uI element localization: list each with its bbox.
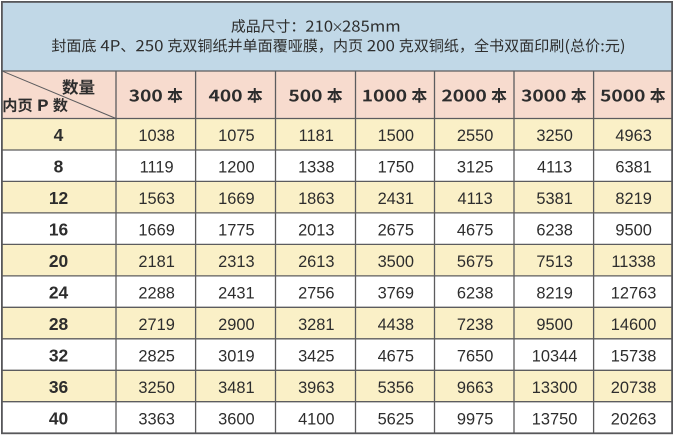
svg-text:1669: 1669	[218, 190, 254, 208]
svg-text:8219: 8219	[536, 284, 572, 302]
svg-text:1669: 1669	[138, 222, 174, 240]
svg-text:12763: 12763	[611, 284, 657, 302]
svg-text:1181: 1181	[299, 127, 334, 145]
svg-text:4963: 4963	[615, 127, 651, 145]
svg-text:7650: 7650	[457, 347, 493, 365]
svg-text:2431: 2431	[218, 284, 254, 302]
svg-text:3019: 3019	[218, 347, 254, 365]
svg-text:2613: 2613	[298, 253, 334, 271]
svg-text:4675: 4675	[378, 347, 414, 365]
svg-text:4438: 4438	[378, 316, 414, 334]
svg-text:1038: 1038	[138, 127, 174, 145]
svg-text:1338: 1338	[298, 159, 334, 177]
svg-text:2550: 2550	[457, 127, 493, 145]
svg-text:10344: 10344	[532, 347, 578, 365]
svg-text:9500: 9500	[536, 316, 572, 334]
svg-text:8219: 8219	[615, 190, 651, 208]
svg-text:9663: 9663	[457, 379, 493, 397]
svg-text:1075: 1075	[218, 127, 254, 145]
svg-text:40: 40	[49, 408, 68, 428]
svg-text:1750: 1750	[378, 159, 414, 177]
svg-text:5381: 5381	[536, 190, 572, 208]
svg-text:1200: 1200	[218, 159, 254, 177]
svg-text:4113: 4113	[457, 190, 492, 208]
svg-text:14600: 14600	[611, 316, 657, 334]
svg-text:7238: 7238	[457, 316, 493, 334]
svg-text:4113: 4113	[537, 159, 572, 177]
svg-text:7513: 7513	[536, 253, 572, 271]
svg-text:8: 8	[54, 157, 64, 177]
svg-text:3425: 3425	[298, 347, 334, 365]
svg-text:4675: 4675	[457, 222, 493, 240]
svg-text:3600: 3600	[218, 410, 254, 428]
svg-text:20263: 20263	[611, 410, 657, 428]
svg-text:2313: 2313	[218, 253, 254, 271]
svg-text:20738: 20738	[611, 379, 657, 397]
svg-text:1119: 1119	[140, 159, 174, 177]
svg-text:3363: 3363	[138, 410, 174, 428]
svg-text:3481: 3481	[218, 379, 254, 397]
svg-text:6238: 6238	[457, 284, 493, 302]
svg-text:2288: 2288	[138, 284, 174, 302]
svg-text:2181: 2181	[138, 253, 174, 271]
svg-text:2825: 2825	[138, 347, 174, 365]
svg-text:6238: 6238	[536, 222, 572, 240]
svg-text:13750: 13750	[532, 410, 578, 428]
svg-text:5625: 5625	[378, 410, 414, 428]
svg-text:2719: 2719	[138, 316, 174, 334]
svg-text:6381: 6381	[615, 159, 651, 177]
svg-text:13300: 13300	[532, 379, 578, 397]
svg-text:28: 28	[49, 314, 69, 334]
svg-text:3250: 3250	[138, 379, 174, 397]
svg-text:5675: 5675	[457, 253, 493, 271]
svg-text:3281: 3281	[298, 316, 334, 334]
svg-text:2756: 2756	[298, 284, 334, 302]
svg-text:5356: 5356	[378, 379, 414, 397]
svg-text:3125: 3125	[457, 159, 493, 177]
svg-text:15738: 15738	[611, 347, 657, 365]
svg-text:12: 12	[49, 188, 68, 208]
svg-text:24: 24	[49, 282, 69, 302]
svg-text:4100: 4100	[298, 410, 334, 428]
svg-text:3250: 3250	[536, 127, 572, 145]
svg-text:3769: 3769	[378, 284, 414, 302]
svg-text:2675: 2675	[378, 222, 414, 240]
svg-text:32: 32	[49, 345, 68, 365]
svg-text:3500: 3500	[378, 253, 414, 271]
svg-text:2900: 2900	[218, 316, 254, 334]
svg-text:4: 4	[54, 125, 64, 145]
svg-text:16: 16	[49, 220, 69, 240]
svg-text:20: 20	[49, 251, 68, 271]
svg-text:2013: 2013	[298, 222, 334, 240]
svg-text:36: 36	[49, 377, 69, 397]
svg-text:2431: 2431	[378, 190, 414, 208]
svg-text:1863: 1863	[298, 190, 334, 208]
svg-text:11338: 11338	[611, 253, 655, 271]
svg-text:1563: 1563	[138, 190, 174, 208]
svg-text:1500: 1500	[378, 127, 414, 145]
svg-text:9975: 9975	[457, 410, 493, 428]
svg-text:1775: 1775	[218, 222, 254, 240]
svg-text:9500: 9500	[615, 222, 651, 240]
svg-text:3963: 3963	[298, 379, 334, 397]
